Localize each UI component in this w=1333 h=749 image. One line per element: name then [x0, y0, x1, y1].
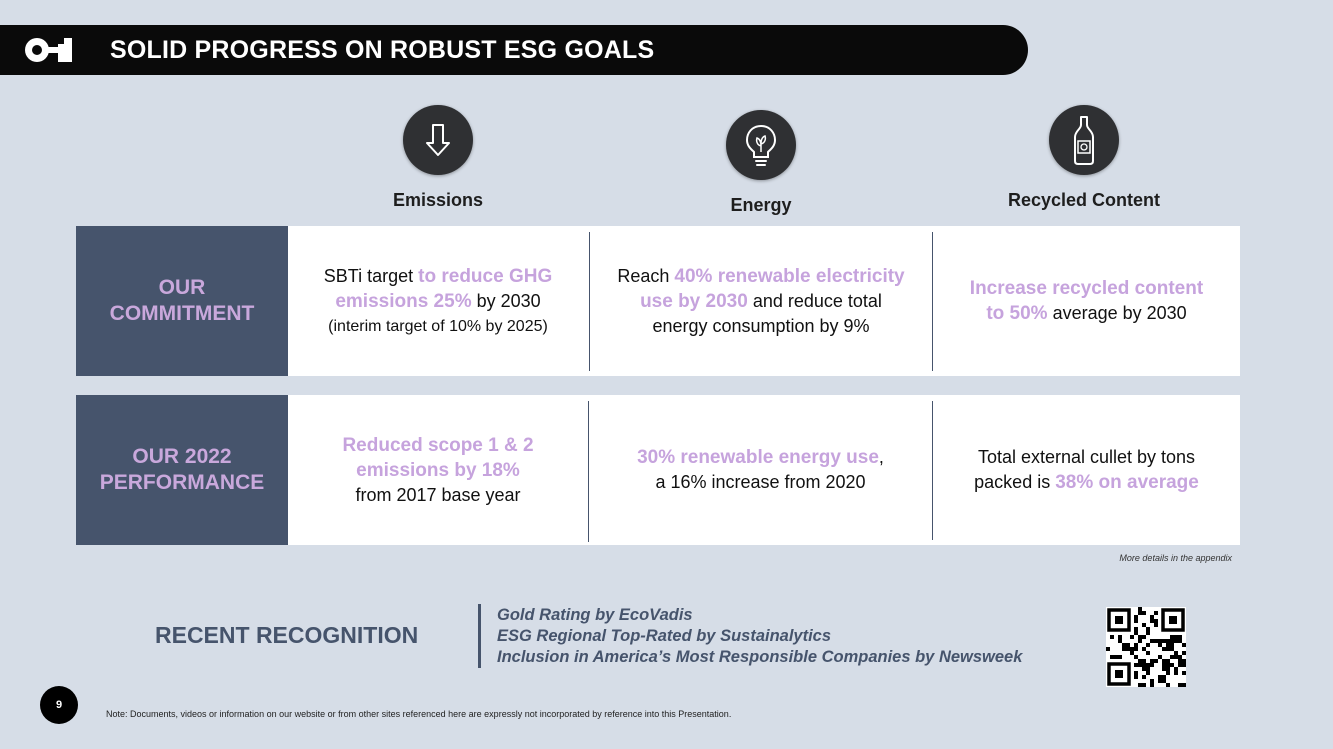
emissions-icon-circle [403, 105, 473, 175]
column-divider [932, 232, 933, 371]
performance-emissions-cell: Reduced scope 1 & 2 emissions by 18% fro… [288, 395, 588, 545]
recognition-item: ESG Regional Top-Rated by Sustainalytics [497, 627, 832, 645]
commitment-emissions-cell: SBTi target to reduce GHG emissions 25% … [288, 226, 588, 376]
company-logo [25, 38, 72, 62]
commitment-energy-line3: energy consumption by 9% [652, 315, 870, 336]
commitment-recycled-highlight1: Increase recycled content [969, 278, 1204, 299]
commitment-recycled-cell: Increase recycled content to 50% average… [933, 226, 1240, 376]
energy-icon-circle [726, 110, 796, 180]
commitment-emissions-highlight2: emissions 25% [335, 290, 472, 312]
pillar-energy: Energy [651, 110, 871, 216]
commitment-recycled-highlight2: to 50% [986, 303, 1048, 324]
performance-emissions-highlight1: Reduced scope 1 & 2 [342, 434, 534, 456]
commitment-heading: OUR COMMITMENT [76, 226, 288, 376]
recognition-item: Gold Rating by EcoVadis [497, 606, 693, 624]
performance-recycled-highlight: 38% on average [1055, 472, 1199, 493]
commitment-energy-highlight2: use by 2030 [640, 290, 748, 312]
performance-heading-line1: OUR 2022 [132, 445, 232, 468]
recognition-title: RECENT RECOGNITION [155, 622, 419, 648]
qr-code[interactable] [1106, 607, 1186, 687]
column-divider [588, 401, 589, 542]
column-divider [932, 401, 933, 540]
performance-recycled-line1: Total external cullet by tons [977, 447, 1196, 467]
performance-recycled-pre: packed is [974, 472, 1056, 492]
recognition-list: Gold Rating by EcoVadis ESG Regional Top… [497, 605, 1022, 668]
header-bar: SOLID PROGRESS ON ROBUST ESG GOALS [0, 25, 1028, 75]
recycled-icon-circle [1049, 105, 1119, 175]
performance-energy-highlight1: 30% renewable energy use [637, 447, 879, 468]
lightbulb-icon [745, 124, 777, 166]
performance-row: OUR 2022 PERFORMANCE Reduced scope 1 & 2… [76, 395, 1240, 545]
recognition-item: Inclusion in America’s Most Responsible … [497, 648, 1023, 666]
performance-recycled-cell: Total external cullet by tons packed is … [933, 395, 1240, 545]
pillar-label-emissions: Emissions [392, 190, 484, 210]
performance-emissions-highlight2: emissions by 18% [356, 459, 520, 481]
pillar-label-energy: Energy [730, 195, 792, 215]
column-divider [589, 232, 590, 371]
commitment-row: OUR COMMITMENT SBTi target to reduce GHG… [76, 226, 1240, 376]
pillar-emissions: Emissions [328, 105, 548, 211]
bottle-icon [1074, 116, 1094, 165]
appendix-note: More details in the appendix [1119, 553, 1232, 563]
commitment-energy-pre: Reach [617, 265, 675, 286]
commitment-energy-highlight1: 40% renewable electricity [674, 265, 905, 287]
page-title: SOLID PROGRESS ON ROBUST ESG GOALS [110, 36, 655, 64]
performance-energy-line2: a 16% increase from 2020 [655, 472, 866, 492]
footnote: Note: Documents, videos or information o… [106, 709, 732, 719]
commitment-heading-line1: OUR [158, 276, 206, 299]
performance-energy-cell: 30% renewable energy use, a 16% increase… [589, 395, 932, 545]
commitment-emissions-pre: SBTi target [323, 265, 419, 286]
commitment-energy-post: and reduce total [747, 290, 882, 311]
commitment-emissions-highlight1: to reduce GHG [418, 265, 553, 287]
pillar-label-recycled: Recycled Content [1007, 190, 1161, 210]
recognition-divider [478, 604, 481, 668]
performance-heading: OUR 2022 PERFORMANCE [76, 395, 288, 545]
performance-emissions-line3: from 2017 base year [355, 484, 521, 505]
performance-energy-post: , [878, 447, 884, 467]
performance-heading-line2: PERFORMANCE [99, 471, 265, 494]
pillar-recycled: Recycled Content [974, 105, 1194, 211]
commitment-heading-line2: COMMITMENT [109, 302, 255, 325]
commitment-recycled-post: average by 2030 [1047, 303, 1187, 323]
down-arrow-icon [426, 124, 450, 156]
commitment-energy-cell: Reach 40% renewable electricity use by 2… [590, 226, 932, 376]
page-number: 9 [40, 686, 78, 724]
commitment-emissions-post: by 2030 [471, 290, 541, 311]
commitment-emissions-note: (interim target of 10% by 2025) [328, 317, 548, 335]
